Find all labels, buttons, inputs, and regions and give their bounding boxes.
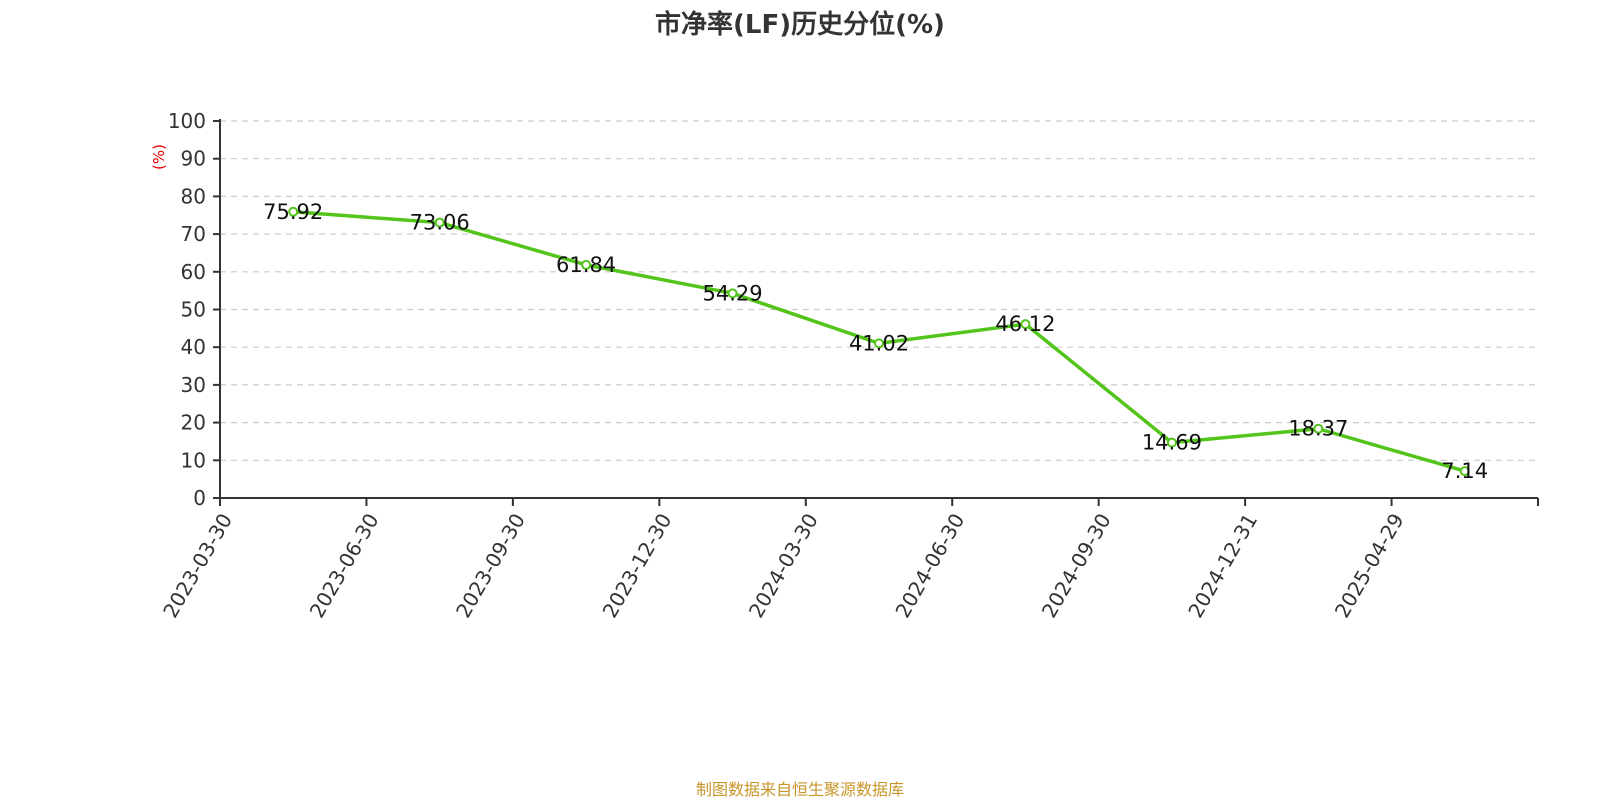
data-label: 75.92 <box>263 200 323 224</box>
y-tick-label: 80 <box>181 184 206 208</box>
x-tick-label: 2023-03-30 <box>158 509 237 622</box>
source-note: 制图数据来自恒生聚源数据库 <box>696 780 904 799</box>
data-label: 18.37 <box>1288 417 1348 441</box>
grid-lines <box>220 120 1538 461</box>
data-point <box>581 259 592 270</box>
y-tick-label: 30 <box>181 373 206 397</box>
data-label: 54.29 <box>702 281 762 305</box>
axes: 0 10 20 30 40 50 60 70 80 90 100 2023-03-30 2023-06-… <box>158 109 1539 622</box>
x-tick-label: 2023-06-30 <box>305 509 384 622</box>
data-label: 61.84 <box>556 253 616 277</box>
data-point <box>288 206 299 217</box>
y-tick-label: 20 <box>181 411 206 435</box>
data-point <box>874 338 884 349</box>
y-tick-label: 100 <box>168 109 206 133</box>
y-tick-label: 70 <box>181 222 206 246</box>
data-point <box>1313 423 1324 434</box>
y-tick-label: 60 <box>181 260 206 284</box>
x-tick-label: 2023-09-30 <box>451 509 530 622</box>
data-labels: 75.92 73.06 61.84 54.29 41.02 46.12 14.69 18.37… <box>263 200 1488 483</box>
data-point <box>1020 319 1031 330</box>
x-tick-label: 2025-04-29 <box>1330 509 1409 622</box>
y-tick-label: 0 <box>193 486 206 510</box>
y-tick-label: 40 <box>181 335 206 359</box>
data-label: 73.06 <box>410 211 470 235</box>
y-tick-label: 90 <box>181 147 206 171</box>
chart-title: 市净率(LF)历史分位(%) <box>655 9 945 40</box>
data-label: 41.02 <box>849 331 909 355</box>
data-label: 46.12 <box>995 312 1055 336</box>
x-tick-label: 2024-09-30 <box>1037 509 1116 622</box>
y-tick-label: 10 <box>181 448 206 472</box>
x-tick-label: 2024-03-30 <box>744 509 823 622</box>
data-point <box>434 217 445 228</box>
data-label: 14.69 <box>1142 431 1202 455</box>
x-tick-label: 2024-12-31 <box>1183 509 1262 622</box>
data-label: 7.14 <box>1441 459 1488 483</box>
x-tick-label: 2024-06-30 <box>890 509 969 622</box>
x-tick-label: 2023-12-30 <box>598 509 677 622</box>
series-line-group <box>288 206 1470 477</box>
y-unit-label: (%) <box>150 144 168 170</box>
data-point <box>727 288 738 299</box>
y-tick-label: 50 <box>181 298 206 322</box>
data-point <box>1459 466 1470 477</box>
data-point <box>1166 437 1177 448</box>
